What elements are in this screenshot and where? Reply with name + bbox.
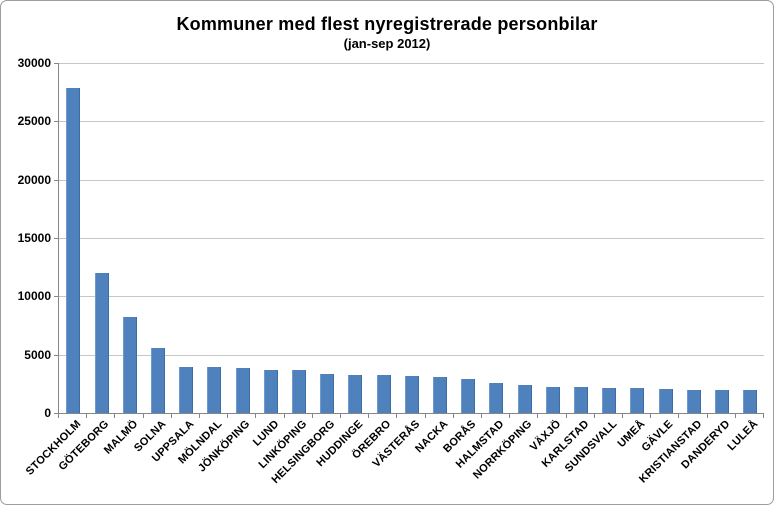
y-axis-label: 10000	[17, 289, 51, 304]
chart-subtitle: (jan-sep 2012)	[343, 36, 431, 51]
bar-ÖREBRO	[376, 375, 391, 413]
x-tick	[227, 414, 229, 418]
y-tick	[54, 238, 58, 239]
y-axis-labels: 0 5000 10000 15000 20000 25000 30000	[1, 1, 51, 504]
y-tick	[54, 413, 58, 414]
y-tick	[54, 354, 58, 356]
bar-JÖNKÖPING	[235, 367, 250, 413]
x-tick	[481, 414, 482, 418]
gridline-20000	[59, 179, 764, 181]
y-tick	[54, 179, 58, 181]
bar-UPPSALA	[179, 366, 194, 413]
plot-area	[58, 63, 764, 414]
x-tick	[114, 414, 116, 418]
y-axis-label: 30000	[17, 56, 51, 70]
x-tick	[593, 414, 595, 418]
bar-LULEÅ	[743, 390, 758, 413]
gridline-15000	[59, 238, 764, 239]
bar-MALMÖ	[122, 316, 137, 413]
x-tick	[452, 414, 454, 418]
x-tick	[537, 414, 539, 418]
gridline-5000	[59, 354, 764, 356]
bar-KRISTIANSTAD	[686, 389, 701, 413]
bar-KARLSTAD	[573, 387, 589, 413]
y-axis-label: 0	[44, 406, 51, 420]
bar-VÄSTERÅS	[404, 376, 419, 413]
x-tick	[199, 414, 200, 418]
bar-DANDERYD	[714, 390, 730, 413]
x-tick	[142, 414, 144, 418]
x-tick	[86, 414, 88, 418]
bar-NACKA	[432, 376, 448, 413]
y-axis-label: 25000	[17, 114, 51, 129]
x-tick	[396, 414, 398, 418]
x-tick	[509, 414, 511, 418]
x-tick	[170, 414, 172, 418]
gridline-25000	[59, 121, 764, 123]
chart-title: Kommuner med flest nyregistrerade person…	[176, 14, 598, 34]
bar-STOCKHOLM	[66, 87, 81, 413]
y-tick	[54, 121, 58, 123]
x-tick	[678, 414, 680, 418]
bar-VÄXJÖ	[545, 386, 560, 413]
bar-SUNDSVALL	[602, 387, 617, 413]
gridline-10000	[59, 296, 764, 298]
y-axis-label: 20000	[17, 172, 51, 187]
x-tick	[368, 414, 370, 418]
bar-HUDDINGE	[348, 374, 363, 413]
bar-MÖLNDAL	[207, 366, 222, 413]
bar-BORÅS	[461, 378, 476, 413]
bar-NORRKÖPING	[517, 385, 532, 413]
y-axis-label: 15000	[17, 231, 51, 245]
x-tick	[58, 414, 59, 418]
x-tick	[255, 414, 257, 418]
bar-GÖTEBORG	[94, 273, 109, 413]
x-tick	[734, 414, 736, 418]
y-tick	[54, 296, 58, 298]
gridline-30000	[59, 63, 764, 64]
bar-LUND	[263, 370, 278, 413]
bar-HALMSTAD	[489, 383, 504, 413]
bar-UMEÅ	[630, 387, 645, 413]
x-tick	[622, 414, 623, 418]
y-tick	[54, 63, 58, 64]
x-tick	[650, 414, 652, 418]
x-tick	[340, 414, 341, 418]
bar-GÄVLE	[658, 388, 673, 413]
x-tick	[424, 414, 426, 418]
bar-HELSINGBORG	[320, 373, 335, 413]
y-axis-label: 5000	[24, 347, 51, 362]
x-tick	[565, 414, 567, 418]
x-tick	[706, 414, 708, 418]
x-tick	[763, 414, 764, 418]
bar-SOLNA	[150, 347, 166, 413]
bar-LINKÖPING	[291, 370, 307, 413]
x-tick	[311, 414, 313, 418]
x-tick	[283, 414, 285, 418]
